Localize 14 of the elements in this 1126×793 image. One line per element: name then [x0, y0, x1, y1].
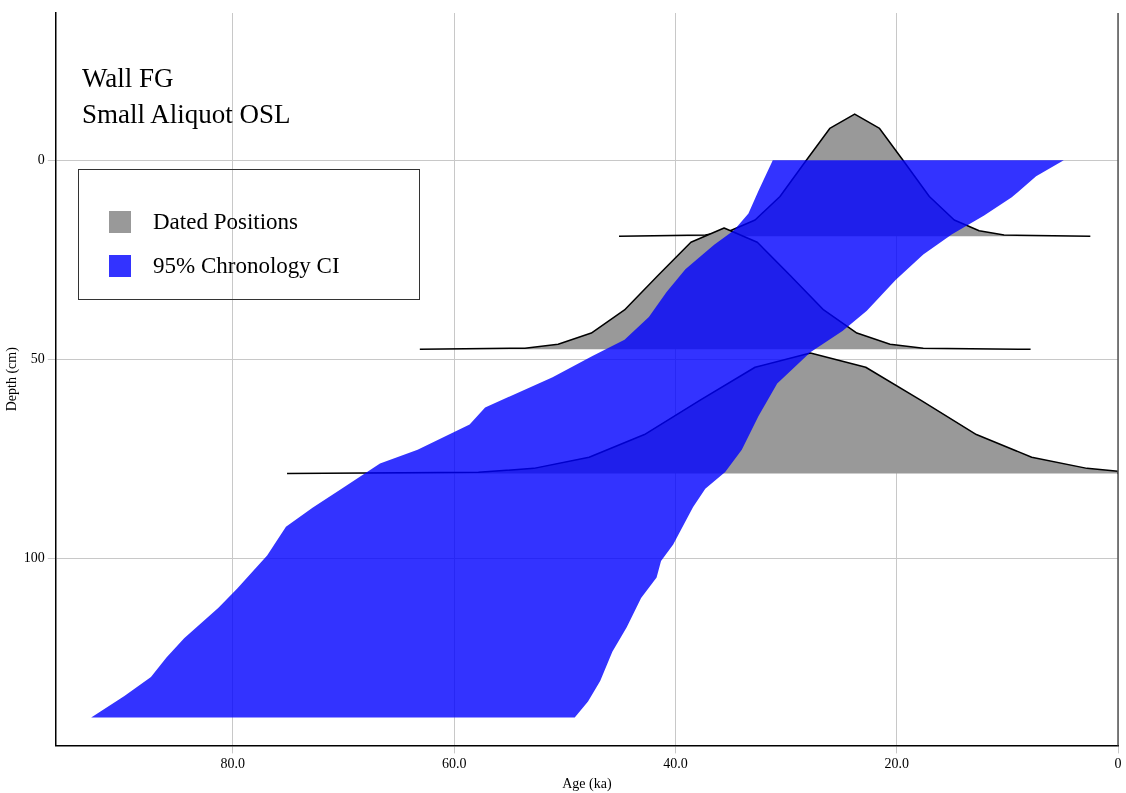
x-axis-title: Age (ka) — [562, 776, 612, 793]
x-tick-label: 20.0 — [884, 756, 909, 772]
y-tick-label: 50 — [30, 350, 45, 366]
x-tick-label: 80.0 — [220, 756, 246, 772]
y-axis-title: Depth (cm) — [4, 346, 21, 412]
text: Wall FG — [82, 62, 175, 95]
x-tick-label: 0 — [1114, 756, 1122, 772]
legend-label: 95% Chronology CI — [153, 253, 340, 279]
legend-label: Dated Positions — [153, 209, 299, 235]
x-tick-label: 40.0 — [663, 756, 688, 772]
x-tick-label: 60.0 — [441, 756, 467, 772]
y-tick-label: 0 — [37, 151, 45, 167]
text: Small Aliquot OSL — [82, 98, 291, 131]
y-tick-label: 100 — [23, 549, 45, 565]
